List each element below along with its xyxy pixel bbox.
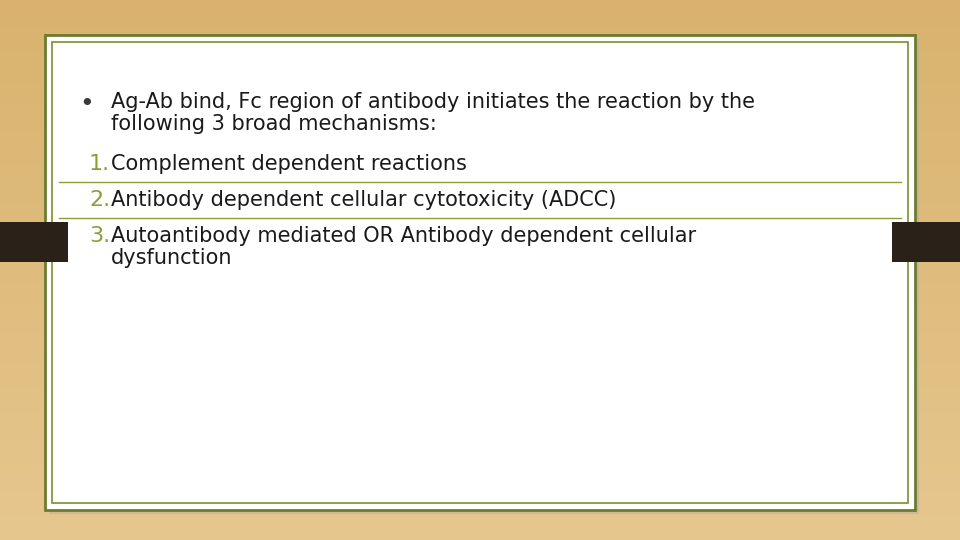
Bar [0, 222, 68, 262]
Bar [52, 42, 908, 503]
Text: 3.: 3. [89, 226, 110, 246]
Text: Complement dependent reactions: Complement dependent reactions [111, 154, 467, 174]
Text: 2.: 2. [89, 190, 110, 210]
Text: Antibody dependent cellular cytotoxicity (ADCC): Antibody dependent cellular cytotoxicity… [111, 190, 616, 210]
Text: 1.: 1. [89, 154, 110, 174]
Bar [49, 39, 919, 514]
Text: dysfunction: dysfunction [111, 248, 232, 268]
Text: Autoantibody mediated OR Antibody dependent cellular: Autoantibody mediated OR Antibody depend… [111, 226, 696, 246]
Bar [45, 35, 915, 510]
Text: following 3 broad mechanisms:: following 3 broad mechanisms: [111, 114, 437, 134]
Bar [892, 222, 960, 262]
Text: Ag-Ab bind, Fc region of antibody initiates the reaction by the: Ag-Ab bind, Fc region of antibody initia… [111, 92, 755, 112]
Bar [45, 35, 915, 510]
Text: •: • [79, 92, 94, 116]
